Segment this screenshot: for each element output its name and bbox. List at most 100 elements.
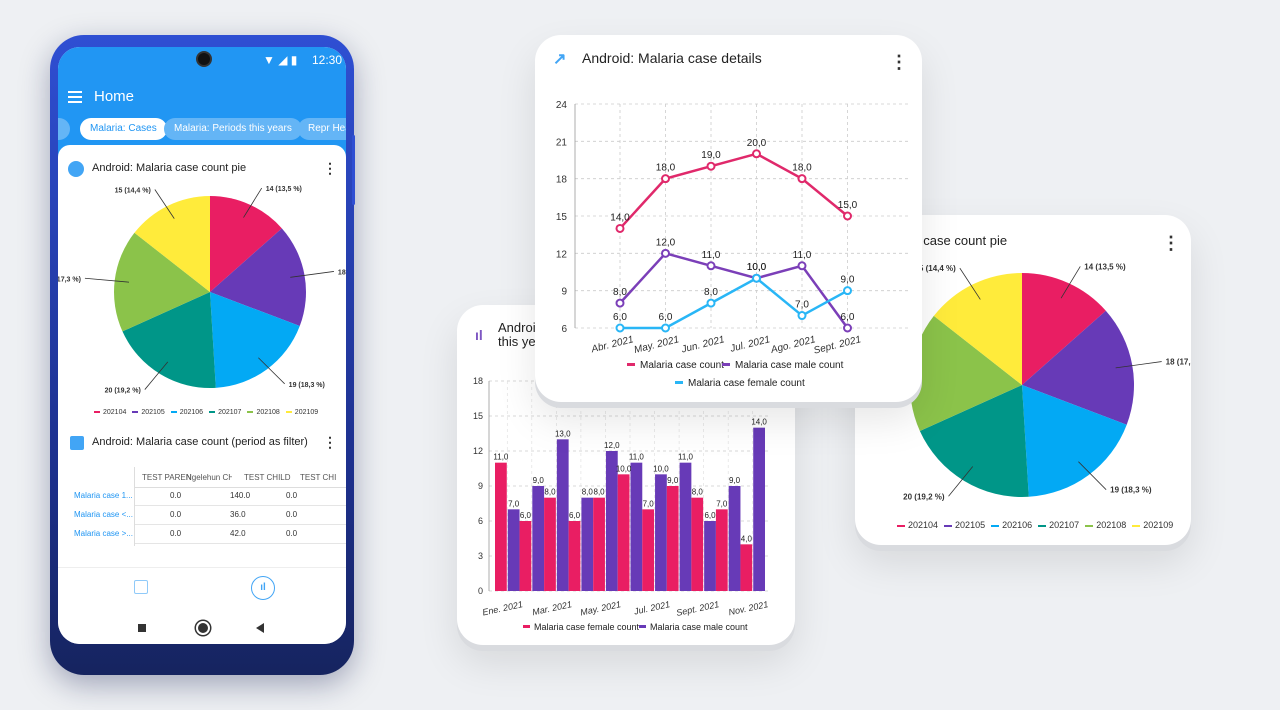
bar-female: [544, 497, 556, 591]
legend-item-202106: 202106: [170, 409, 204, 416]
data-label: 14,0: [610, 212, 630, 223]
pie-slice-202106: [210, 292, 300, 388]
legend-item-202105: 202105: [132, 409, 165, 416]
line-card-icon: ↗: [553, 51, 567, 68]
legend-label: 202104: [103, 409, 127, 416]
legend-swatch: [1085, 524, 1094, 527]
data-label: 6,0: [613, 312, 627, 323]
data-point: [661, 248, 670, 258]
y-tick-label: 12: [556, 249, 568, 260]
table-card-title: Android: Malaria case count (period as f…: [92, 436, 308, 448]
chart-nav-icon[interactable]: ıl: [251, 576, 275, 600]
data-label: 15,0: [838, 200, 858, 211]
y-tick-label: 15: [473, 411, 483, 421]
x-tick-label: Ene. 2021: [481, 599, 523, 617]
nav-back-icon[interactable]: [256, 623, 264, 633]
legend-swatch: [1038, 524, 1047, 527]
legend-swatch: [209, 411, 216, 414]
pie-leader-line: [959, 267, 981, 300]
bar-male: [753, 427, 765, 591]
legend-swatch: [639, 625, 646, 628]
data-label: 10,0: [747, 262, 767, 273]
bar-value-label: 10,0: [653, 464, 669, 473]
y-tick-label: 9: [561, 287, 567, 298]
data-label: 12,0: [656, 237, 676, 248]
legend-item-202109: 202109: [285, 409, 319, 416]
table-header-row: [134, 467, 346, 488]
right-pie-menu-icon[interactable]: ⋮: [1162, 233, 1180, 253]
table-header-2: Ngelehun CHC: [186, 473, 232, 482]
bar-value-label: 9,0: [667, 476, 679, 485]
table-row-divider: [134, 505, 346, 506]
legend-label: 202106: [179, 409, 204, 416]
legend-label: Malaria case female count: [688, 378, 805, 389]
x-tick-label: Abr. 2021: [589, 334, 634, 355]
bar-male: [556, 439, 569, 591]
x-tick-label: Jul. 2021: [728, 334, 771, 355]
pie-card-menu-icon[interactable]: ⋮: [323, 160, 337, 176]
line-series-3: [620, 276, 849, 330]
data-point: [752, 149, 761, 159]
bar-value-label: 11,0: [678, 453, 694, 462]
nav-recent-icon[interactable]: [138, 624, 146, 632]
data-label: 7,0: [795, 300, 809, 311]
y-tick-label: 24: [556, 100, 568, 111]
pie-slice-label: 18 (17,3 %): [1166, 358, 1191, 367]
menu-icon[interactable]: [68, 91, 82, 103]
data-point: [797, 311, 807, 321]
bar-female: [642, 509, 655, 591]
phone-pie-legend: 202104 202105 202106 202107 202108 202109: [94, 409, 324, 416]
table-row-label[interactable]: Malaria case 1...: [74, 491, 133, 500]
chip-prev-partial[interactable]: [58, 118, 70, 140]
y-tick-label: 6: [478, 516, 483, 526]
bar-male: [655, 474, 667, 591]
bar-female: [593, 497, 605, 591]
pie-card-icon: [68, 161, 84, 177]
bar-male: [630, 462, 643, 591]
legend-label: Malaria case count: [640, 360, 724, 371]
bar-female: [715, 509, 728, 591]
bar-value-label: 11,0: [493, 453, 509, 462]
bar-value-label: 8,0: [594, 488, 606, 497]
bar-male: [581, 497, 594, 591]
legend-label: Malaria case female count: [534, 622, 640, 632]
pie-slice-202107: [919, 385, 1029, 497]
pie-leader-line: [84, 277, 130, 283]
legend-label: 202109: [294, 409, 319, 416]
legend-item-202109: 202109: [1132, 520, 1173, 530]
data-label: 8,0: [704, 287, 718, 298]
legend-swatch: [285, 411, 292, 414]
table-row-label[interactable]: Malaria case <...: [74, 510, 133, 519]
pie-slice-202105: [1022, 310, 1134, 425]
line-card-menu-icon[interactable]: ⋮: [890, 52, 908, 72]
table-row-label[interactable]: Malaria case >...: [74, 529, 133, 538]
edit-icon[interactable]: [134, 580, 148, 594]
y-tick-label: 18: [473, 376, 483, 386]
y-tick-label: 18: [556, 175, 568, 186]
legend-item-202107: 202107: [1038, 520, 1079, 530]
table-cell: 0.0: [170, 491, 182, 500]
chip-repr-health[interactable]: Repr Hea: [298, 118, 346, 140]
table-cell: 36.0: [230, 510, 246, 519]
app-bar: ▼ ◢ ▮ 12:30 Home Malaria: Cases Malaria:…: [58, 47, 346, 157]
nav-home-icon[interactable]: [196, 621, 210, 635]
pie-leader-line: [1078, 461, 1107, 490]
pie-slice-202106: [1022, 385, 1127, 497]
line-chart: 6 9 12 15 18 21 24 14,0 18,0 19,0 20,0 18,0 15,0 8,0 1…: [556, 100, 910, 389]
chip-malaria-cases[interactable]: Malaria: Cases: [80, 118, 167, 140]
legend-swatch: [170, 411, 177, 414]
x-tick-label: Jun. 2021: [679, 334, 725, 356]
chip-malaria-periods[interactable]: Malaria: Periods this years: [164, 118, 302, 140]
pie-slice-label: 19 (18,3 %): [1110, 486, 1152, 495]
pie-slice-202108: [113, 232, 210, 332]
table-cell: 0.0: [286, 529, 298, 538]
table-cell: 0.0: [286, 491, 298, 500]
pie-slice-202105: [210, 228, 306, 327]
bar-card-icon: ıl: [475, 327, 483, 343]
data-label: 11,0: [702, 250, 721, 261]
data-label: 19,0: [701, 150, 721, 161]
right-pie-legend: 202104 202105 202106 202107 202108 202109: [897, 520, 1179, 530]
table-card-menu-icon[interactable]: ⋮: [323, 434, 337, 450]
pie-slice-202104: [1022, 273, 1106, 385]
